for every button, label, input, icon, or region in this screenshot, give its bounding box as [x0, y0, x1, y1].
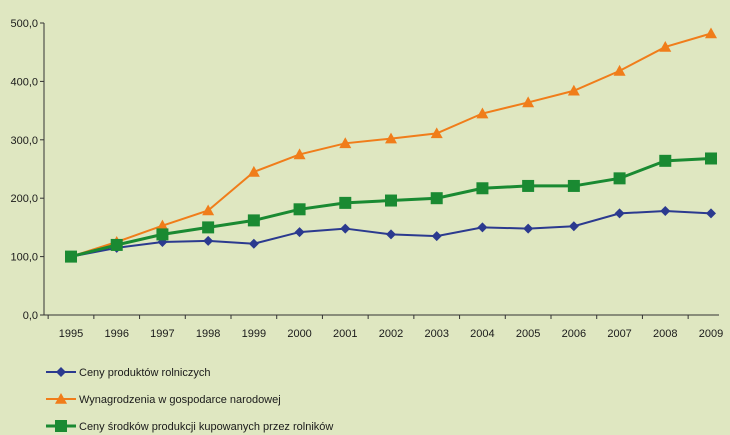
- data-point-triangle: [522, 96, 535, 108]
- legend-marker-triangle: [55, 393, 67, 404]
- x-tick-label: 2009: [699, 328, 723, 340]
- data-point-square: [430, 192, 443, 205]
- data-point-square: [293, 203, 306, 216]
- data-point-triangle: [567, 84, 580, 96]
- data-point-diamond: [660, 206, 671, 217]
- x-tick-label: 2005: [516, 328, 540, 340]
- x-tick-label: 1995: [59, 328, 83, 340]
- data-point-diamond: [431, 231, 442, 242]
- legend-marker-diamond: [56, 367, 66, 377]
- data-point-square: [247, 214, 260, 227]
- data-point-triangle: [202, 204, 215, 216]
- y-tick-label: 400,0: [10, 76, 38, 88]
- y-axis-ticks: 0,0 100,0 200,0 300,0 400,0 500,0: [10, 18, 44, 322]
- x-tick-label: 2008: [653, 328, 677, 340]
- series-triangle: [65, 27, 717, 262]
- data-point-triangle: [339, 137, 352, 149]
- x-tick-label: 2002: [379, 328, 403, 340]
- y-tick-label: 500,0: [10, 18, 38, 30]
- data-point-square: [110, 238, 123, 251]
- y-tick-label: 100,0: [10, 252, 38, 264]
- x-tick-label: 1998: [196, 328, 220, 340]
- x-tick-label: 2000: [287, 328, 311, 340]
- data-point-square: [385, 194, 397, 207]
- legend-item: Ceny środków produkcji kupowanych przez …: [46, 420, 333, 433]
- data-point-diamond: [203, 235, 214, 246]
- data-point-square: [659, 154, 672, 167]
- data-point-triangle: [293, 148, 306, 160]
- series-line: [70, 32, 712, 258]
- x-tick-label: 2003: [424, 328, 448, 340]
- data-point-triangle: [476, 107, 489, 119]
- data-point-square: [705, 152, 717, 165]
- data-point-diamond: [614, 208, 625, 219]
- data-point-square: [202, 221, 215, 234]
- data-point-square: [65, 250, 77, 263]
- y-tick-label: 300,0: [10, 135, 38, 147]
- data-point-triangle: [385, 132, 397, 144]
- data-point-triangle: [613, 64, 626, 76]
- data-point-square: [476, 182, 489, 195]
- data-point-triangle: [659, 40, 672, 52]
- data-point-diamond: [523, 223, 534, 234]
- legend-item: Ceny produktów rolniczych: [46, 367, 210, 379]
- series-square: [65, 152, 717, 263]
- x-tick-label: 1997: [150, 328, 174, 340]
- legend-label: Wynagrodzenia w gospodarce narodowej: [79, 394, 281, 406]
- data-point-square: [567, 179, 580, 192]
- x-tick-label: 2006: [562, 328, 586, 340]
- x-tick-label: 1999: [242, 328, 266, 340]
- legend-label: Ceny środków produkcji kupowanych przez …: [79, 421, 333, 433]
- x-axis-ticks: 1995 1996 1997 1998 1999 2000 2001 2002 2003 2004…: [47, 315, 723, 340]
- data-point-diamond: [294, 227, 305, 238]
- series-lines: [65, 27, 717, 263]
- data-point-diamond: [568, 221, 579, 232]
- x-tick-label: 1996: [104, 328, 128, 340]
- y-tick-label: 200,0: [10, 193, 38, 205]
- data-point-square: [156, 228, 169, 241]
- data-point-diamond: [706, 208, 716, 219]
- data-point-triangle: [156, 219, 169, 231]
- data-point-triangle: [705, 27, 717, 39]
- x-tick-label: 2004: [470, 328, 494, 340]
- data-point-diamond: [248, 238, 259, 249]
- data-point-diamond: [340, 223, 351, 234]
- data-point-diamond: [477, 222, 488, 233]
- legend: Ceny produktów rolniczych Wynagrodzenia w…: [46, 367, 333, 433]
- legend-marker-square: [55, 420, 67, 432]
- legend-item: Wynagrodzenia w gospodarce narodowej: [46, 393, 281, 406]
- axes: [43, 23, 719, 316]
- x-tick-label: 2007: [607, 328, 631, 340]
- data-point-triangle: [430, 127, 443, 139]
- data-point-square: [522, 179, 535, 192]
- data-point-square: [613, 172, 626, 185]
- data-point-square: [339, 196, 352, 209]
- data-point-diamond: [386, 229, 396, 240]
- data-point-triangle: [247, 165, 260, 177]
- x-tick-label: 2001: [333, 328, 357, 340]
- y-tick-label: 0,0: [23, 310, 38, 322]
- legend-label: Ceny produktów rolniczych: [79, 367, 210, 379]
